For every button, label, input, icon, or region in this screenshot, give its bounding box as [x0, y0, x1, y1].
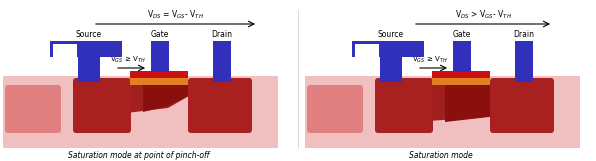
Text: P+: P+: [26, 105, 40, 114]
Bar: [151, 41, 169, 72]
Text: Saturation mode: Saturation mode: [409, 151, 473, 160]
Bar: [432, 71, 490, 78]
Bar: [355, 44, 379, 68]
Text: N+: N+: [396, 101, 412, 110]
Text: V$_{DS}$ > V$_{GS}$- V$_{TH}$: V$_{DS}$ > V$_{GS}$- V$_{TH}$: [455, 9, 511, 21]
Text: P substrate: P substrate: [390, 127, 430, 133]
Text: V$_{GS}$ ≥ V$_{TH}$: V$_{GS}$ ≥ V$_{TH}$: [110, 55, 145, 65]
Bar: [78, 55, 100, 82]
Text: Gate: Gate: [151, 30, 169, 39]
Bar: [50, 41, 122, 57]
Polygon shape: [387, 84, 498, 124]
Bar: [453, 41, 471, 72]
Bar: [380, 55, 402, 82]
Text: V$_{GS}$ ≥ V$_{TH}$: V$_{GS}$ ≥ V$_{TH}$: [412, 55, 448, 65]
Polygon shape: [445, 84, 498, 122]
Bar: [432, 77, 490, 85]
FancyBboxPatch shape: [490, 78, 554, 133]
FancyBboxPatch shape: [5, 85, 61, 133]
FancyBboxPatch shape: [375, 78, 433, 133]
Text: Gate: Gate: [453, 30, 471, 39]
Text: Saturation mode at point of pinch-off: Saturation mode at point of pinch-off: [69, 151, 210, 160]
Bar: [515, 41, 533, 82]
Bar: [130, 77, 188, 85]
Bar: [53, 44, 77, 68]
Bar: [130, 71, 188, 78]
Text: Source: Source: [76, 30, 102, 39]
Text: N+: N+: [514, 101, 530, 110]
Bar: [213, 41, 231, 82]
Bar: [352, 41, 424, 57]
Text: V$_{DS}$ = V$_{GS}$- V$_{TH}$: V$_{DS}$ = V$_{GS}$- V$_{TH}$: [147, 9, 203, 21]
Polygon shape: [85, 84, 196, 118]
Bar: [3, 76, 278, 148]
Text: N+: N+: [94, 101, 110, 110]
Text: P substrate: P substrate: [88, 127, 128, 133]
Text: Drain: Drain: [514, 30, 535, 39]
Text: Source: Source: [378, 30, 404, 39]
Polygon shape: [143, 84, 196, 112]
FancyBboxPatch shape: [73, 78, 131, 133]
Bar: [305, 76, 580, 148]
Text: pinched-off channel: pinched-off channel: [188, 99, 251, 131]
Text: N+: N+: [212, 101, 228, 110]
Text: Drain: Drain: [212, 30, 232, 39]
Text: P+: P+: [328, 105, 342, 114]
FancyBboxPatch shape: [307, 85, 363, 133]
FancyBboxPatch shape: [188, 78, 252, 133]
